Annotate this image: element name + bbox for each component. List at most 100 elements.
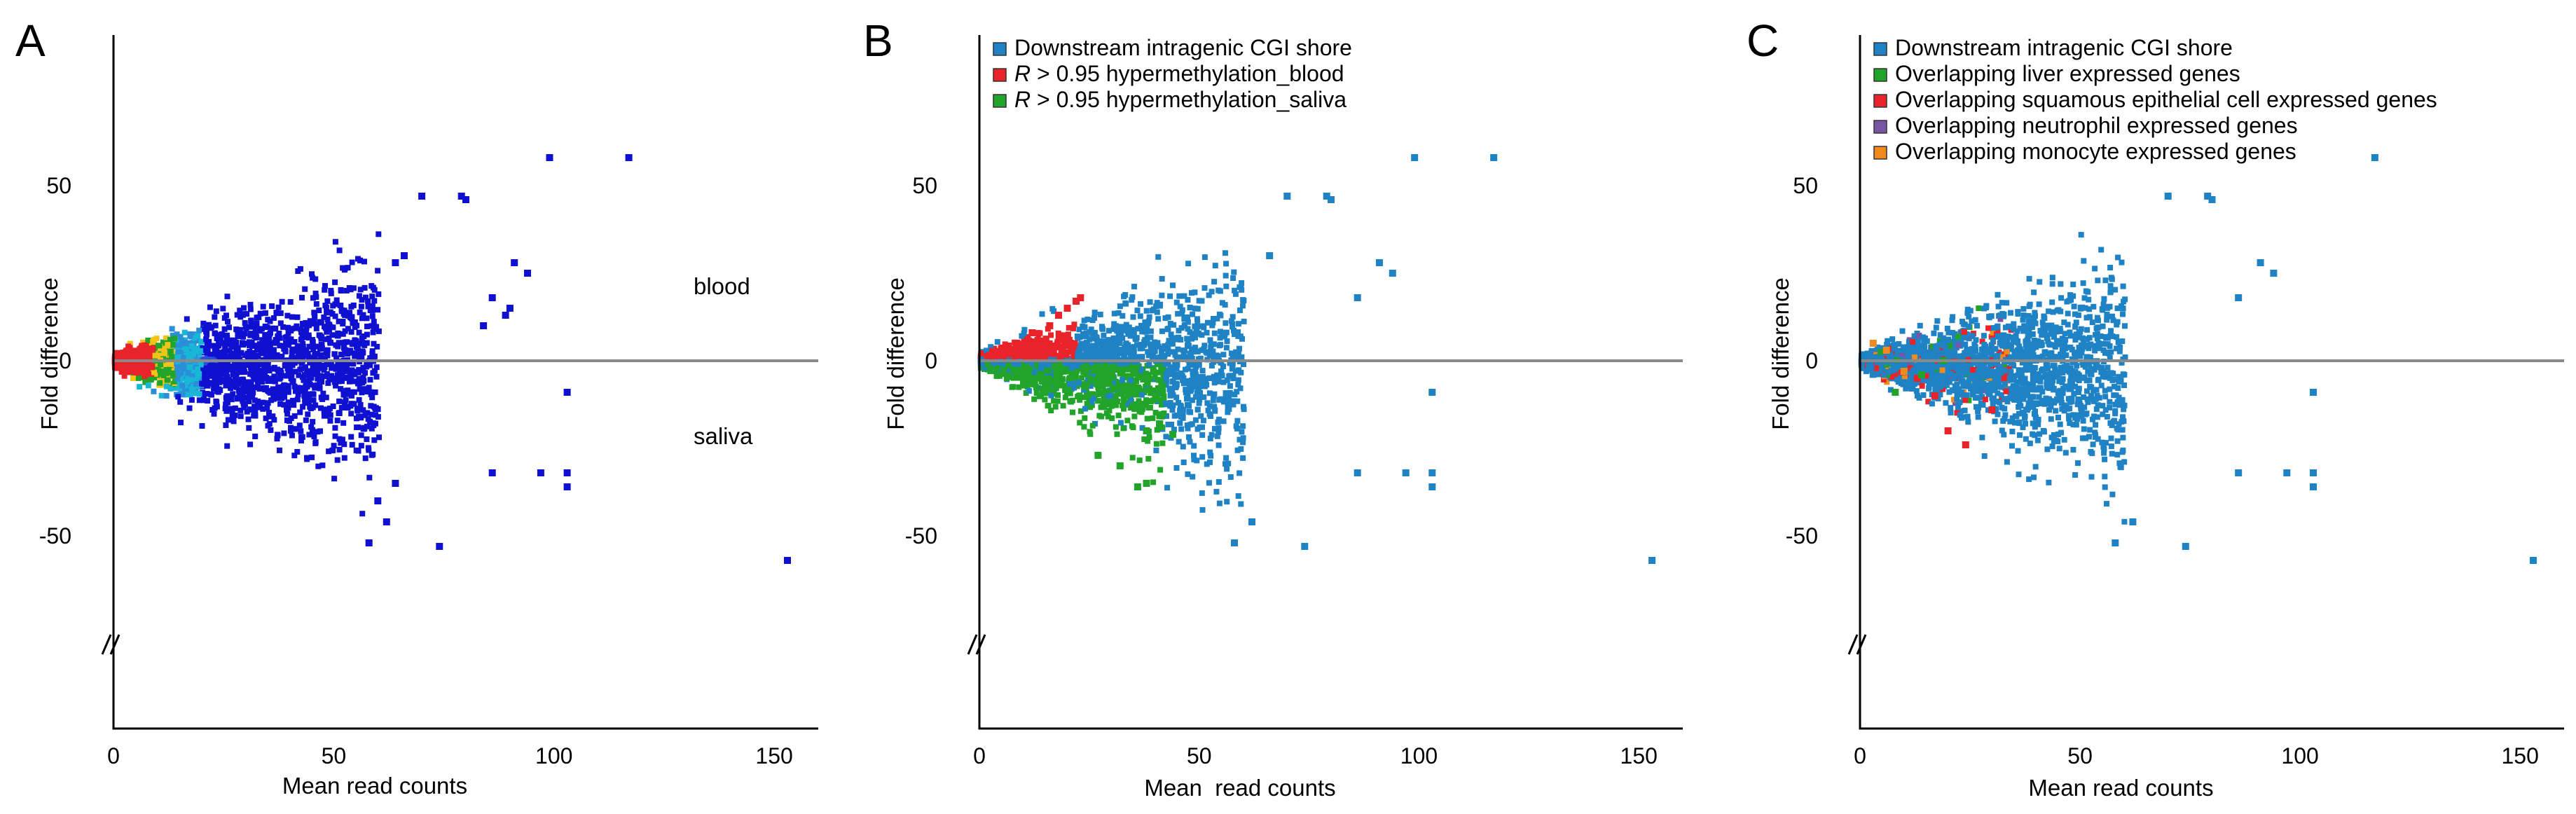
density-point — [247, 343, 252, 349]
density-point — [1117, 420, 1124, 426]
density-point — [1217, 288, 1223, 294]
density-point — [1101, 332, 1107, 338]
density-point — [336, 436, 343, 442]
density-point — [1176, 327, 1182, 333]
density-point — [268, 397, 275, 403]
density-point — [291, 453, 298, 459]
density-point — [1110, 326, 1117, 332]
density-point — [1045, 403, 1051, 409]
data-point — [392, 259, 399, 266]
density-point — [1230, 360, 1236, 366]
density-point — [302, 396, 308, 403]
density-point — [1070, 409, 1075, 415]
density-point — [232, 405, 238, 411]
density-point — [1215, 425, 1222, 432]
density-point — [285, 330, 291, 336]
density-point — [284, 407, 289, 413]
density-point — [303, 324, 310, 331]
density-point — [354, 347, 361, 354]
density-point — [322, 324, 327, 330]
density-point — [1224, 466, 1230, 472]
density-point — [1171, 427, 1177, 433]
density-point — [315, 463, 322, 469]
density-point — [298, 428, 304, 434]
density-point — [1052, 403, 1059, 410]
density-point — [142, 373, 148, 380]
density-point — [185, 370, 191, 376]
density-point — [361, 425, 367, 431]
density-point — [248, 317, 254, 324]
density-point — [1192, 417, 1199, 423]
density-point — [205, 379, 210, 385]
y-tick-label: 0 — [59, 348, 71, 373]
density-point — [330, 447, 336, 453]
density-point — [285, 399, 291, 406]
density-point — [1119, 382, 1125, 389]
density-point — [1234, 418, 1241, 424]
density-point — [182, 387, 188, 393]
density-point — [299, 294, 305, 301]
density-point — [1110, 356, 1116, 362]
density-point — [323, 394, 329, 401]
density-point — [1201, 343, 1208, 349]
density-point — [254, 324, 259, 330]
density-point — [1155, 254, 1162, 260]
density-point — [325, 361, 331, 367]
density-point — [360, 350, 366, 356]
density-point — [310, 419, 316, 425]
density-point — [229, 411, 235, 418]
density-point — [313, 294, 319, 300]
density-point — [167, 359, 172, 366]
density-point — [1235, 382, 1241, 387]
density-point — [310, 337, 315, 343]
density-point — [299, 385, 305, 391]
density-point — [1218, 342, 1224, 348]
density-point — [1143, 308, 1150, 314]
density-point — [1032, 375, 1038, 381]
density-point — [1106, 370, 1112, 375]
density-point — [1215, 442, 1222, 448]
density-point — [279, 395, 285, 401]
density-point — [1184, 314, 1190, 320]
density-point — [256, 341, 263, 347]
density-point — [1124, 360, 1130, 366]
density-point — [1023, 339, 1028, 345]
density-point — [1028, 360, 1035, 366]
density-point — [372, 389, 378, 395]
density-point — [1071, 322, 1077, 328]
density-point — [1225, 460, 1232, 467]
density-point — [242, 340, 249, 347]
density-point — [172, 336, 178, 341]
density-point — [1084, 401, 1090, 407]
density-point — [1089, 422, 1096, 429]
density-point — [1232, 368, 1239, 374]
density-point — [300, 403, 306, 410]
density-point — [1223, 283, 1230, 289]
density-point — [1004, 352, 1010, 357]
density-point — [1123, 341, 1129, 347]
density-point — [1223, 329, 1230, 336]
density-point — [1187, 361, 1193, 367]
density-point — [1186, 382, 1192, 388]
density-point — [219, 332, 226, 338]
density-point — [1164, 485, 1171, 491]
density-point — [163, 336, 169, 343]
density-point — [1159, 440, 1166, 446]
density-point — [151, 336, 158, 343]
density-point — [1206, 292, 1212, 298]
density-point — [349, 259, 355, 265]
density-point — [1077, 408, 1084, 414]
density-point — [195, 366, 201, 373]
density-point — [306, 391, 312, 397]
density-point — [147, 350, 153, 357]
density-point — [199, 380, 205, 387]
density-point — [1189, 397, 1195, 403]
density-point — [322, 283, 328, 289]
density-point — [301, 377, 307, 383]
density-point — [280, 324, 287, 330]
density-point — [142, 367, 148, 373]
density-point — [349, 389, 355, 395]
density-point — [348, 329, 354, 335]
density-point — [1104, 364, 1110, 371]
data-point — [374, 497, 382, 504]
